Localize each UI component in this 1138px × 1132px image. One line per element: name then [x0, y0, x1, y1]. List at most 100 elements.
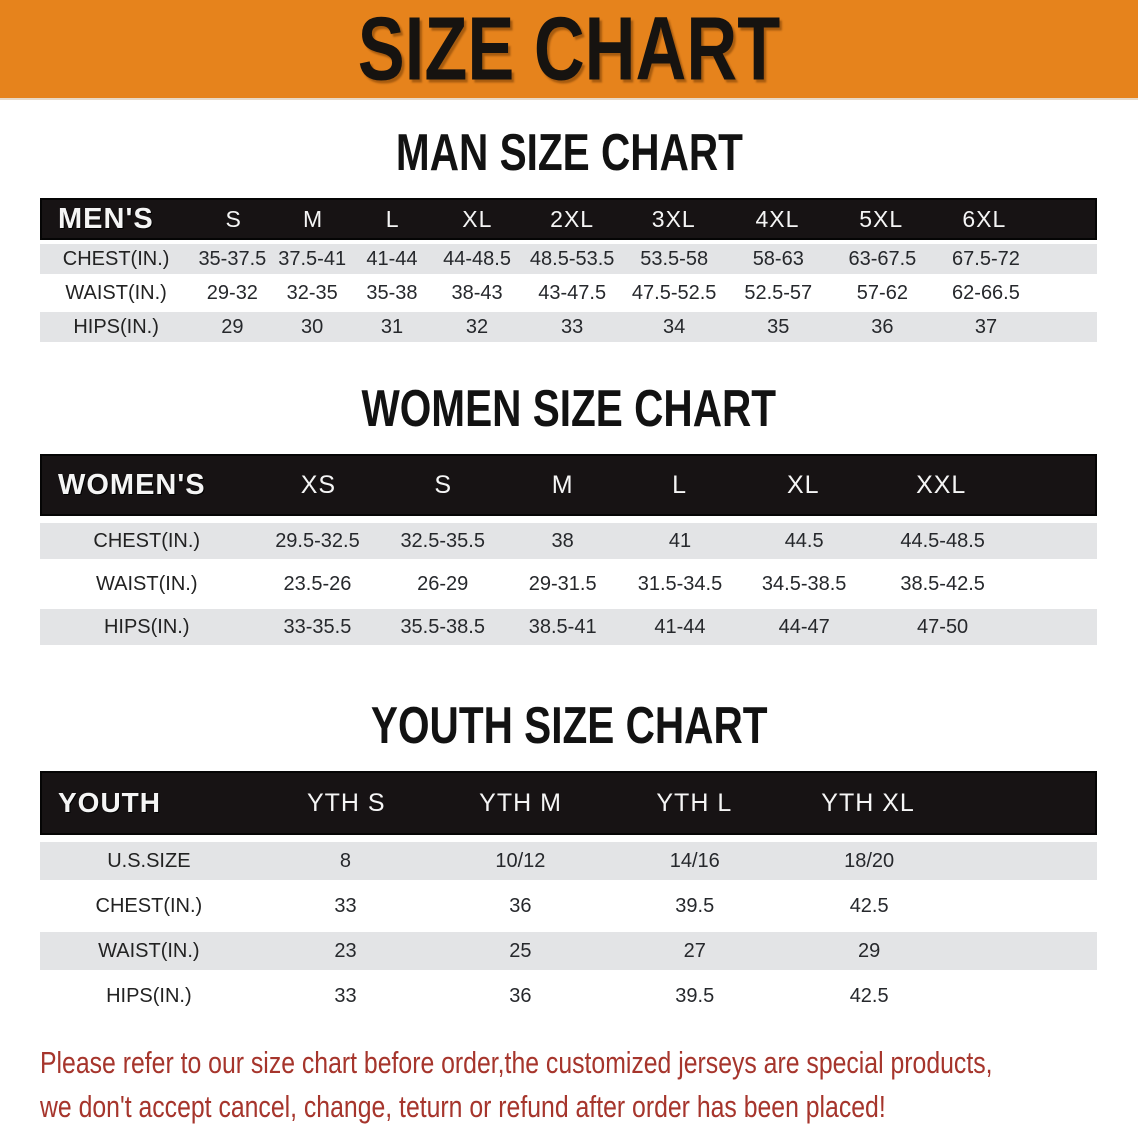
table-cell: 37	[974, 315, 998, 338]
table-cell: 62-66.5	[952, 281, 1020, 304]
women-col-s: S	[434, 470, 453, 499]
table-cell: 41-44	[366, 247, 418, 270]
table-cell: 33	[334, 894, 357, 917]
table-cell: 30	[301, 315, 324, 338]
table-cell: 36	[871, 315, 894, 338]
disclaimer-line-2: we don't accept cancel, change, teturn o…	[40, 1085, 1138, 1129]
row-label: HIPS(IN.)	[103, 615, 190, 638]
men-hips-row: HIPS(IN.) 29 30 31 32 33 34 35 36 37	[40, 312, 1097, 342]
table-cell: 38.5-41	[528, 615, 597, 638]
men-waist-row: WAIST(IN.) 29-32 32-35 35-38 38-43 43-47…	[40, 278, 1097, 308]
women-col-m: M	[551, 470, 574, 499]
women-col-xs: XS	[300, 470, 337, 499]
women-section-heading: WOMEN SIZE CHART	[0, 382, 1138, 436]
table-cell: 29	[221, 315, 244, 338]
table-cell: 29.5-32.5	[275, 529, 360, 552]
youth-chest-row: CHEST(IN.) 33 36 39.5 42.5	[40, 887, 1097, 925]
table-cell: 33	[561, 315, 584, 338]
women-waist-row: WAIST(IN.) 23.5-26 26-29 29-31.5 31.5-34…	[40, 566, 1097, 602]
table-cell: 63-67.5	[848, 247, 917, 270]
disclaimer-line-1: Please refer to our size chart before or…	[40, 1041, 1138, 1085]
table-cell: 31	[380, 315, 404, 338]
table-cell: 35	[767, 315, 790, 338]
men-col-s: S	[225, 205, 242, 232]
table-cell: 14/16	[669, 849, 720, 872]
table-cell: 42.5	[849, 894, 889, 917]
table-cell: 39.5	[675, 984, 715, 1007]
men-table-title: MEN'S	[58, 202, 154, 235]
table-cell: 32.5-35.5	[400, 529, 485, 552]
table-cell: 26-29	[417, 572, 469, 595]
table-cell: 34.5-38.5	[761, 572, 847, 595]
men-col-3xl: 3XL	[651, 205, 696, 232]
row-label: U.S.SIZE	[107, 849, 191, 872]
table-cell: 41	[668, 529, 692, 552]
row-label: CHEST(IN.)	[95, 894, 203, 917]
table-cell: 25	[509, 939, 532, 962]
table-cell: 43-47.5	[538, 281, 607, 304]
table-cell: 34	[663, 315, 686, 338]
men-col-2xl: 2XL	[550, 205, 595, 232]
table-cell: 44.5-48.5	[900, 529, 985, 552]
youth-heading-text: YOUTH SIZE CHART	[370, 697, 768, 755]
women-size-table: WOMEN'S XS S M L XL XXL CHEST(IN.) 29.5-…	[40, 454, 1097, 645]
table-cell: 58-63	[752, 247, 804, 270]
table-cell: 31.5-34.5	[637, 572, 723, 595]
men-col-m: M	[303, 205, 324, 232]
table-cell: 47.5-52.5	[631, 281, 717, 304]
men-table-header-row: MEN'S S M L XL 2XL 3XL 4XL 5XL 6XL	[40, 198, 1097, 240]
table-cell: 33-35.5	[283, 615, 352, 638]
table-cell: 42.5	[849, 984, 889, 1007]
women-table-title: WOMEN'S	[58, 468, 206, 501]
men-chest-row: CHEST(IN.) 35-37.5 37.5-41 41-44 44-48.5…	[40, 244, 1097, 274]
table-cell: 29-32	[206, 281, 258, 304]
table-cell: 37.5-41	[278, 247, 347, 270]
table-cell: 57-62	[856, 281, 908, 304]
men-col-6xl: 6XL	[962, 205, 1007, 232]
youth-waist-row: WAIST(IN.) 23 25 27 29	[40, 932, 1097, 970]
men-col-l: L	[385, 205, 400, 232]
youth-col-m: YTH M	[479, 788, 562, 817]
disclaimer-note: Please refer to our size chart before or…	[40, 1041, 1138, 1129]
size-chart-banner: SIZE CHART	[0, 0, 1138, 100]
women-col-xxl: XXL	[916, 470, 967, 499]
women-chest-row: CHEST(IN.) 29.5-32.5 32.5-35.5 38 41 44.…	[40, 523, 1097, 559]
row-label: HIPS(IN.)	[73, 315, 159, 338]
disclaimer-line-1-text: Please refer to our size chart before or…	[40, 1045, 993, 1080]
table-cell: 32-35	[286, 281, 338, 304]
youth-col-l: YTH L	[656, 788, 733, 817]
women-heading-text: WOMEN SIZE CHART	[361, 380, 777, 438]
table-cell: 38	[551, 529, 574, 552]
women-hips-row: HIPS(IN.) 33-35.5 35.5-38.5 38.5-41 41-4…	[40, 609, 1097, 645]
men-section-heading: MAN SIZE CHART	[0, 126, 1138, 180]
table-cell: 67.5-72	[952, 247, 1020, 270]
men-col-4xl: 4XL	[755, 205, 800, 232]
table-cell: 29	[858, 939, 881, 962]
women-table-header-row: WOMEN'S XS S M L XL XXL	[40, 454, 1097, 516]
row-label: CHEST(IN.)	[93, 529, 201, 552]
banner-title: SIZE CHART	[357, 0, 781, 99]
table-cell: 38-43	[451, 281, 503, 304]
disclaimer-line-2-text: we don't accept cancel, change, teturn o…	[40, 1089, 886, 1124]
table-cell: 33	[334, 984, 357, 1007]
table-cell: 38.5-42.5	[900, 572, 985, 595]
row-label: CHEST(IN.)	[62, 247, 170, 270]
table-cell: 52.5-57	[744, 281, 813, 304]
youth-col-xl: YTH XL	[821, 788, 915, 817]
row-label: HIPS(IN.)	[106, 984, 192, 1007]
table-cell: 44.5	[784, 529, 824, 552]
women-col-l: L	[672, 470, 688, 499]
youth-table-title: YOUTH	[58, 787, 161, 818]
table-cell: 23.5-26	[283, 572, 352, 595]
row-label: WAIST(IN.)	[65, 281, 167, 304]
table-cell: 35.5-38.5	[400, 615, 485, 638]
table-cell: 8	[339, 849, 352, 872]
youth-hips-row: HIPS(IN.) 33 36 39.5 42.5	[40, 977, 1097, 1015]
youth-section-heading: YOUTH SIZE CHART	[0, 699, 1138, 753]
youth-size-table: YOUTH YTH S YTH M YTH L YTH XL U.S.SIZE …	[40, 771, 1097, 1015]
table-cell: 36	[509, 984, 532, 1007]
table-cell: 23	[334, 939, 357, 962]
table-cell: 44-47	[778, 615, 830, 638]
men-col-5xl: 5XL	[859, 205, 904, 232]
